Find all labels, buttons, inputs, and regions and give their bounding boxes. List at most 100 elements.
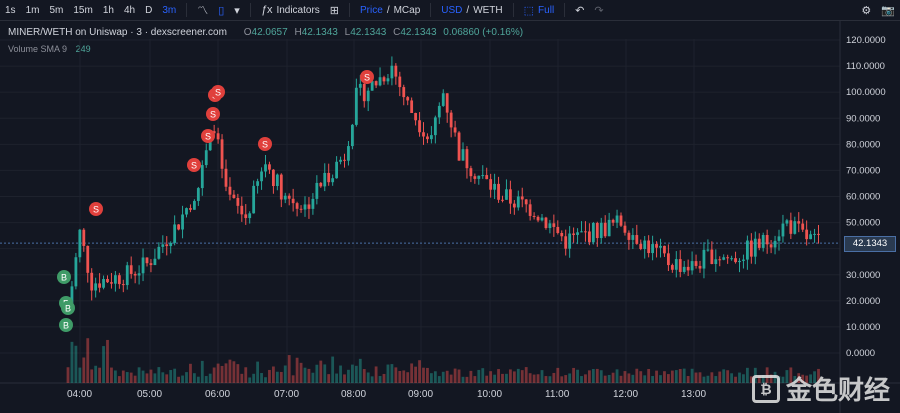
- undo-button[interactable]: ↶: [570, 4, 589, 17]
- candle-body: [560, 232, 564, 237]
- redo-button[interactable]: ↷: [589, 4, 608, 17]
- volume-bar: [137, 367, 141, 383]
- volume-bar: [82, 357, 86, 383]
- candle-body: [418, 120, 421, 133]
- weth-option[interactable]: WETH: [473, 4, 503, 16]
- volume-bar: [315, 364, 319, 383]
- y-tick-label: 80.0000: [846, 139, 880, 150]
- candle-body: [244, 214, 248, 219]
- sell-marker: [360, 70, 374, 84]
- volume-bar: [481, 368, 485, 383]
- candle-body: [121, 284, 125, 286]
- timeframe-1m[interactable]: 1m: [25, 4, 40, 16]
- volume-bar: [761, 375, 765, 383]
- candle-body: [469, 168, 473, 177]
- volume-bar: [457, 369, 461, 383]
- marker-label: S: [364, 73, 370, 83]
- candle-body: [615, 215, 619, 223]
- currency-toggle[interactable]: USD / WETH: [436, 5, 507, 16]
- candle-body: [382, 77, 386, 82]
- volume-bar: [757, 375, 761, 383]
- candle-body: [354, 87, 358, 125]
- volume-bar: [635, 368, 639, 383]
- volume-bar: [212, 367, 216, 383]
- timeframe-3m[interactable]: 3m: [162, 4, 177, 16]
- volume-bar: [746, 367, 749, 383]
- candle-body: [761, 234, 765, 248]
- volume-bar: [738, 372, 741, 383]
- volume-bar: [817, 368, 820, 383]
- volume-bar: [66, 367, 70, 383]
- sell-marker: [258, 137, 272, 151]
- indicators-button[interactable]: ƒx Indicators: [256, 4, 325, 16]
- volume-bar: [351, 364, 354, 383]
- candle-body: [106, 278, 109, 283]
- volume-bar: [406, 372, 410, 383]
- volume-bar: [94, 365, 98, 383]
- candle-body: [509, 189, 512, 204]
- volume-bar: [599, 370, 603, 383]
- candle-body: [655, 244, 658, 248]
- candle-body: [453, 127, 457, 133]
- candle-body: [473, 176, 477, 179]
- candle-body: [528, 204, 532, 216]
- toolbar-divider: [249, 3, 251, 17]
- candle-body: [595, 222, 599, 239]
- layout-button[interactable]: ⊞: [325, 4, 344, 17]
- volume-bar: [141, 370, 145, 383]
- timeframe-1s[interactable]: 1s: [5, 4, 16, 16]
- candle-body: [738, 260, 741, 263]
- timeframe-15m[interactable]: 15m: [73, 4, 93, 16]
- candle-body: [449, 112, 453, 128]
- volume-bar: [307, 368, 311, 383]
- current-price-tag: 42.1343: [844, 236, 896, 252]
- volume-bar: [682, 368, 686, 383]
- toolbar-divider: [512, 3, 514, 17]
- usd-option[interactable]: USD: [441, 4, 463, 16]
- volume-bar: [358, 358, 362, 383]
- volume-bar: [805, 375, 809, 383]
- timeframe-4h[interactable]: 4h: [123, 4, 136, 16]
- marker-label: S: [215, 88, 221, 98]
- candle-body: [524, 199, 528, 205]
- volume-bar: [279, 371, 283, 383]
- price-chart[interactable]: 120.0000 110.0000 100.0000 90.0000 80.0000 70…: [0, 21, 900, 413]
- volume-bar: [591, 369, 595, 383]
- full-range-button[interactable]: ⬚ Full: [519, 4, 560, 17]
- volume-bar: [169, 370, 173, 383]
- volume-bar: [702, 376, 706, 383]
- x-tick-label: 13:00: [681, 389, 706, 400]
- volume-bar: [268, 369, 271, 383]
- volume-bar: [362, 369, 366, 383]
- volume-bar: [734, 376, 737, 383]
- y-tick-label: 90.0000: [846, 113, 880, 124]
- candle-body: [351, 124, 354, 147]
- candle-body: [224, 168, 228, 187]
- volume-bar: [236, 364, 240, 383]
- candle-body: [287, 195, 291, 199]
- volume-bar: [264, 377, 267, 383]
- screenshot-button[interactable]: 📷: [876, 4, 900, 17]
- timeframe-5m[interactable]: 5m: [49, 4, 64, 16]
- toolbar-divider: [186, 3, 188, 17]
- chart-settings-menu-button[interactable]: ▾: [229, 4, 245, 17]
- chart-type-candle-button[interactable]: ▯: [213, 4, 229, 17]
- volume-bar: [78, 367, 82, 383]
- mcap-option[interactable]: MCap: [393, 4, 421, 16]
- candle-body: [414, 112, 417, 121]
- volume-bar: [252, 373, 256, 383]
- price-mcap-toggle[interactable]: Price / MCap: [355, 5, 425, 16]
- timeframe-1d[interactable]: D: [145, 4, 153, 16]
- candle-body: [805, 229, 809, 240]
- timeframe-1h[interactable]: 1h: [102, 4, 114, 16]
- price-option[interactable]: Price: [360, 4, 383, 16]
- volume-bar: [204, 376, 208, 383]
- volume-bar: [224, 363, 228, 383]
- volume-bar: [576, 369, 579, 383]
- volume-bar: [651, 376, 654, 383]
- candle-body: [256, 181, 259, 186]
- settings-button[interactable]: ⚙: [856, 4, 876, 17]
- chart-type-line-button[interactable]: 〽: [192, 2, 213, 18]
- candle-body: [457, 132, 461, 161]
- candle-body: [670, 265, 674, 270]
